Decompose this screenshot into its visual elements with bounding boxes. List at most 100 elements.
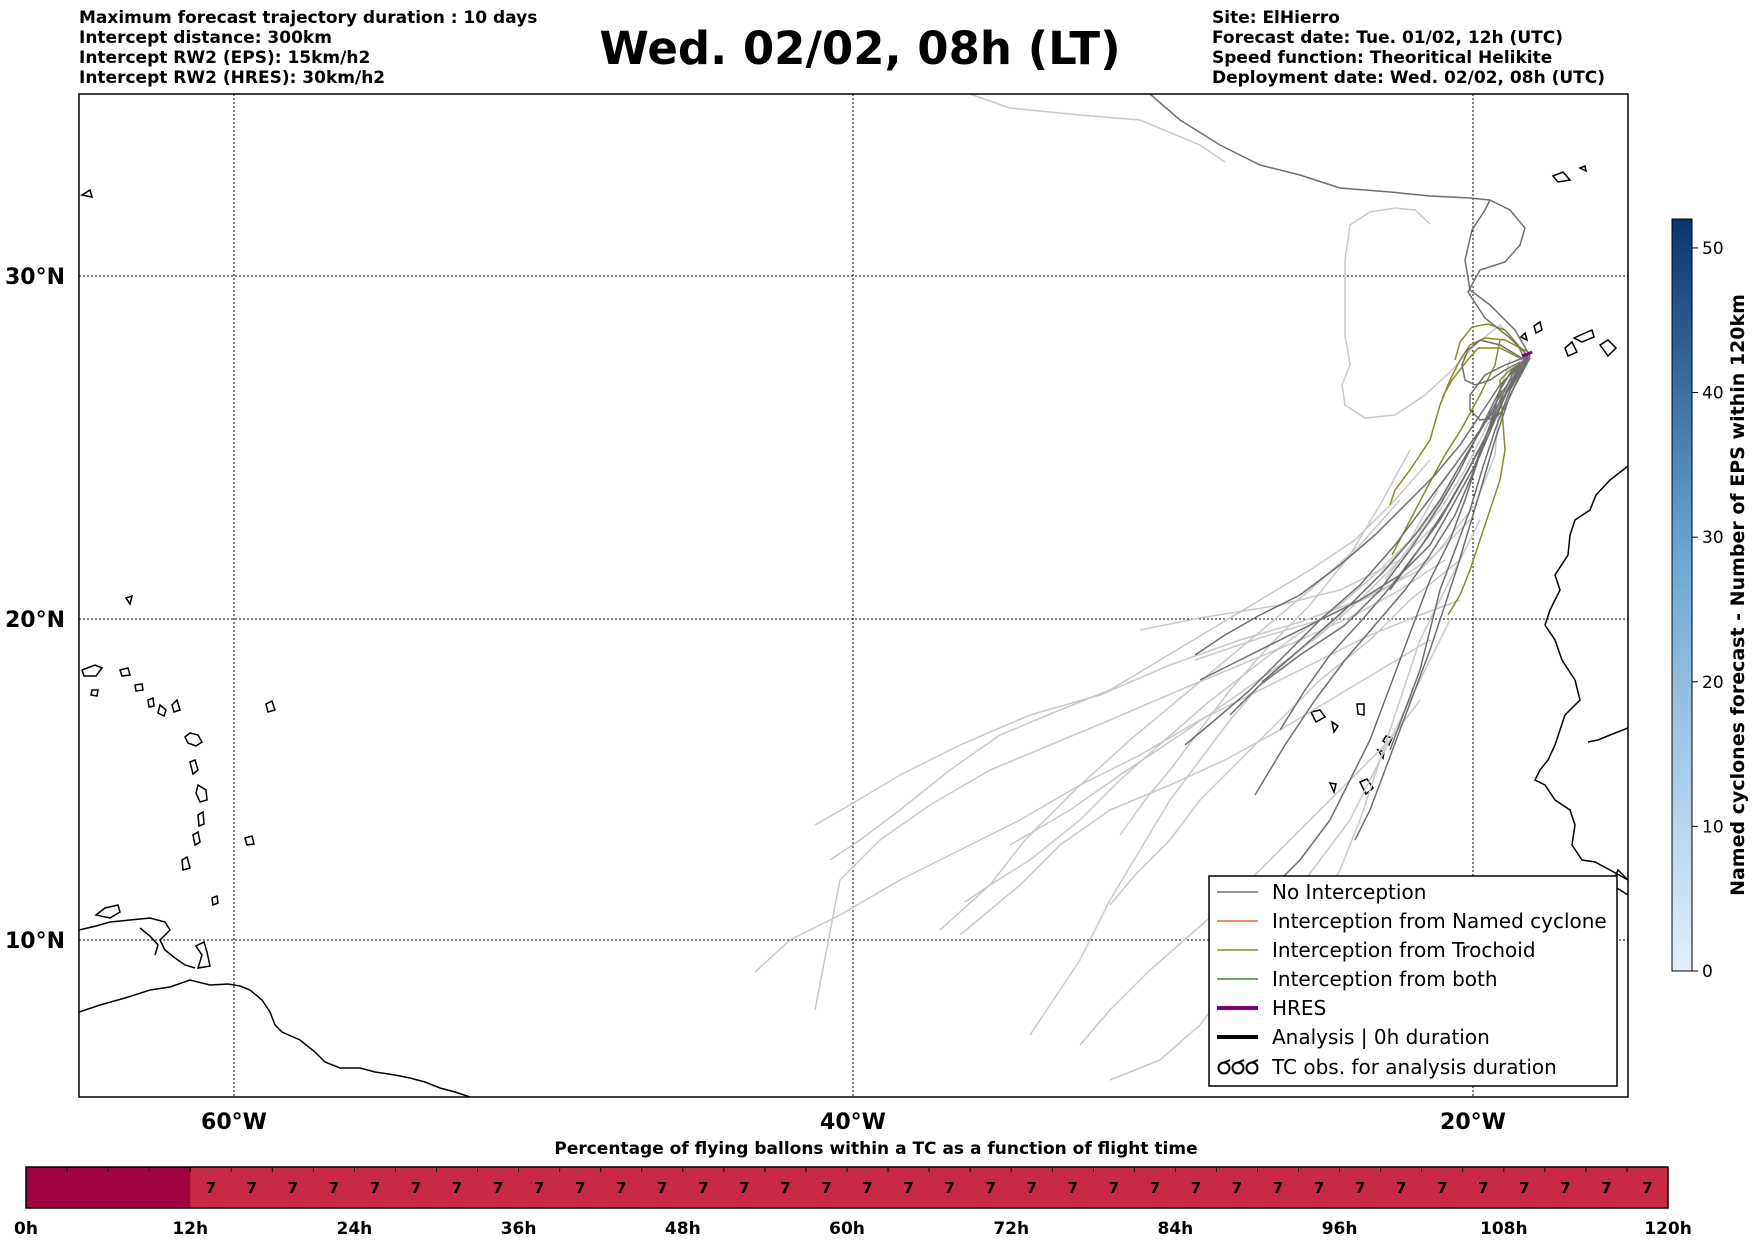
colorbar-tick-label: 10 (1702, 817, 1724, 837)
time-bar-cell (1011, 1167, 1053, 1208)
time-bar-cell-value: 7 (616, 1179, 626, 1197)
legend-label-both: Interception from both (1272, 967, 1498, 991)
time-bar-cell (1462, 1167, 1505, 1208)
colorbar: 0 10 20 30 40 50 Named cyclones forecast - Nu… (1671, 218, 1749, 982)
trajectories-no-interception-dark (1149, 94, 1531, 901)
time-bar-label: 0h (14, 1219, 38, 1239)
colorbar-tick-label: 0 (1702, 962, 1713, 982)
time-bar-cell-value: 7 (1437, 1179, 1447, 1197)
time-bar-cell-value: 7 (1355, 1179, 1365, 1197)
time-bar-cell (313, 1167, 355, 1208)
time-bar-cell (231, 1167, 273, 1208)
time-bar-frame (25, 1166, 1669, 1209)
time-bar-cell-value: 7 (1601, 1179, 1611, 1197)
colorbar-gradient (1671, 218, 1693, 972)
time-bar-cell-value: 7 (1232, 1179, 1242, 1197)
time-bar-cell (272, 1167, 314, 1208)
trajectories-no-interception-light (754, 94, 1526, 1081)
time-bar-cell-value: 7 (329, 1179, 339, 1197)
time-bar-cell-value: 7 (1642, 1179, 1652, 1197)
time-bar-cell-value: 7 (985, 1179, 995, 1197)
time-bar-label: 72h (993, 1219, 1029, 1239)
time-bar-cell (764, 1167, 807, 1208)
time-bar-cell-value: 7 (1273, 1179, 1283, 1197)
time-bar-cell (1052, 1167, 1094, 1208)
lon-label-20w: 20°W (1440, 1110, 1506, 1135)
lat-label-10n: 10°N (5, 929, 65, 954)
time-bar-cell-value: 7 (1027, 1179, 1037, 1197)
time-bar-cell-value: 7 (862, 1179, 872, 1197)
time-bar-cell (641, 1167, 684, 1208)
time-bar-cell (1175, 1167, 1217, 1208)
legend-box (1208, 875, 1618, 1087)
time-bar-cell (1216, 1167, 1258, 1208)
time-bar-label: 84h (1158, 1219, 1194, 1239)
info-line: Intercept RW2 (HRES): 30km/h2 (79, 68, 386, 88)
time-bar-cell-value: 7 (698, 1179, 708, 1197)
info-line: Maximum forecast trajectory duration : 1… (79, 8, 538, 28)
time-bar-label: 36h (501, 1219, 537, 1239)
time-bar-cell (805, 1167, 848, 1208)
time-bar-cell-value: 7 (493, 1179, 503, 1197)
time-bar-cell-value: 7 (657, 1179, 667, 1197)
time-bar-cell-value: 7 (247, 1179, 257, 1197)
time-bar: 7 7 7 7 7 7 7 7 7 7 7 7 7 7 7 7 7 7 7 7 7 7 7 7 7 7 7 7 7 7 7 7 7 7 7 7 (25, 1166, 1669, 1209)
legend: No Interception Interception from Named … (1208, 875, 1618, 1087)
time-bar-cell-value: 7 (1109, 1179, 1119, 1197)
time-bar-cell (395, 1167, 437, 1208)
lon-label-40w: 40°W (820, 1110, 886, 1135)
time-bar-cell (1134, 1167, 1176, 1208)
time-bar-cell-value: 7 (575, 1179, 585, 1197)
time-bar-cell (1380, 1167, 1423, 1208)
trajectories-trochoid (1389, 323, 1529, 616)
hres-trajectory (1521, 350, 1533, 358)
time-bar-label: 96h (1322, 1219, 1358, 1239)
map-title: Wed. 02/02, 08h (LT) (599, 22, 1121, 75)
time-bar-cell-value: 7 (288, 1179, 298, 1197)
info-line: Site: ElHierro (1212, 8, 1340, 28)
time-bar-cell-value: 7 (1314, 1179, 1324, 1197)
colorbar-tick-label: 50 (1702, 239, 1724, 259)
time-bar-cell (108, 1167, 150, 1208)
time-bar-label: 48h (665, 1219, 701, 1239)
colorbar-label: Named cyclones forecast - Number of EPS … (1727, 294, 1749, 896)
lon-label-60w: 60°W (201, 1110, 267, 1135)
time-bar-cell-value: 7 (452, 1179, 462, 1197)
time-bar-cell-value: 7 (739, 1179, 749, 1197)
info-line: Deployment date: Wed. 02/02, 08h (UTC) (1212, 68, 1606, 88)
time-bar-cell-value: 7 (944, 1179, 954, 1197)
time-bar-cell (1339, 1167, 1382, 1208)
time-bar-cell (149, 1167, 191, 1208)
legend-label-hres: HRES (1272, 996, 1326, 1020)
time-bar-cell (1257, 1167, 1300, 1208)
legend-label-tc-obs: TC obs. for analysis duration (1271, 1055, 1557, 1079)
time-bar-cell (888, 1167, 930, 1208)
time-bar-cell (354, 1167, 396, 1208)
time-bar-label: 24h (337, 1219, 373, 1239)
time-bar-cell (477, 1167, 520, 1208)
info-line: Intercept RW2 (EPS): 15km/h2 (79, 48, 371, 68)
time-bar-cell (682, 1167, 725, 1208)
colorbar-ticks: 0 10 20 30 40 50 (1692, 239, 1724, 982)
tc-obs-symbol-icon (1217, 1059, 1259, 1075)
time-bar-cell-value: 7 (411, 1179, 421, 1197)
time-bar-cell (1544, 1167, 1587, 1208)
colorbar-tick-label: 20 (1702, 673, 1724, 693)
time-bar-label: 12h (172, 1219, 208, 1239)
map-gridlines (79, 94, 1628, 1097)
time-bar-cell (929, 1167, 971, 1208)
time-bar-cell-value: 7 (821, 1179, 831, 1197)
time-bar-cell (190, 1167, 232, 1208)
time-bar-cell (1298, 1167, 1341, 1208)
time-bar-cell (1503, 1167, 1546, 1208)
site-info: Site: ElHierro Forecast date: Tue. 01/02… (1212, 8, 1605, 88)
colorbar-tick-label: 30 (1702, 528, 1724, 548)
time-bar-cell-value: 7 (903, 1179, 913, 1197)
time-bar-cell (1585, 1167, 1628, 1208)
info-line: Speed function: Theoritical Helikite (1212, 48, 1553, 68)
time-bar-cell (600, 1167, 643, 1208)
time-bar-cell-value: 7 (1068, 1179, 1078, 1197)
time-bar-cell-value: 7 (1519, 1179, 1529, 1197)
time-bar-cell (436, 1167, 479, 1208)
